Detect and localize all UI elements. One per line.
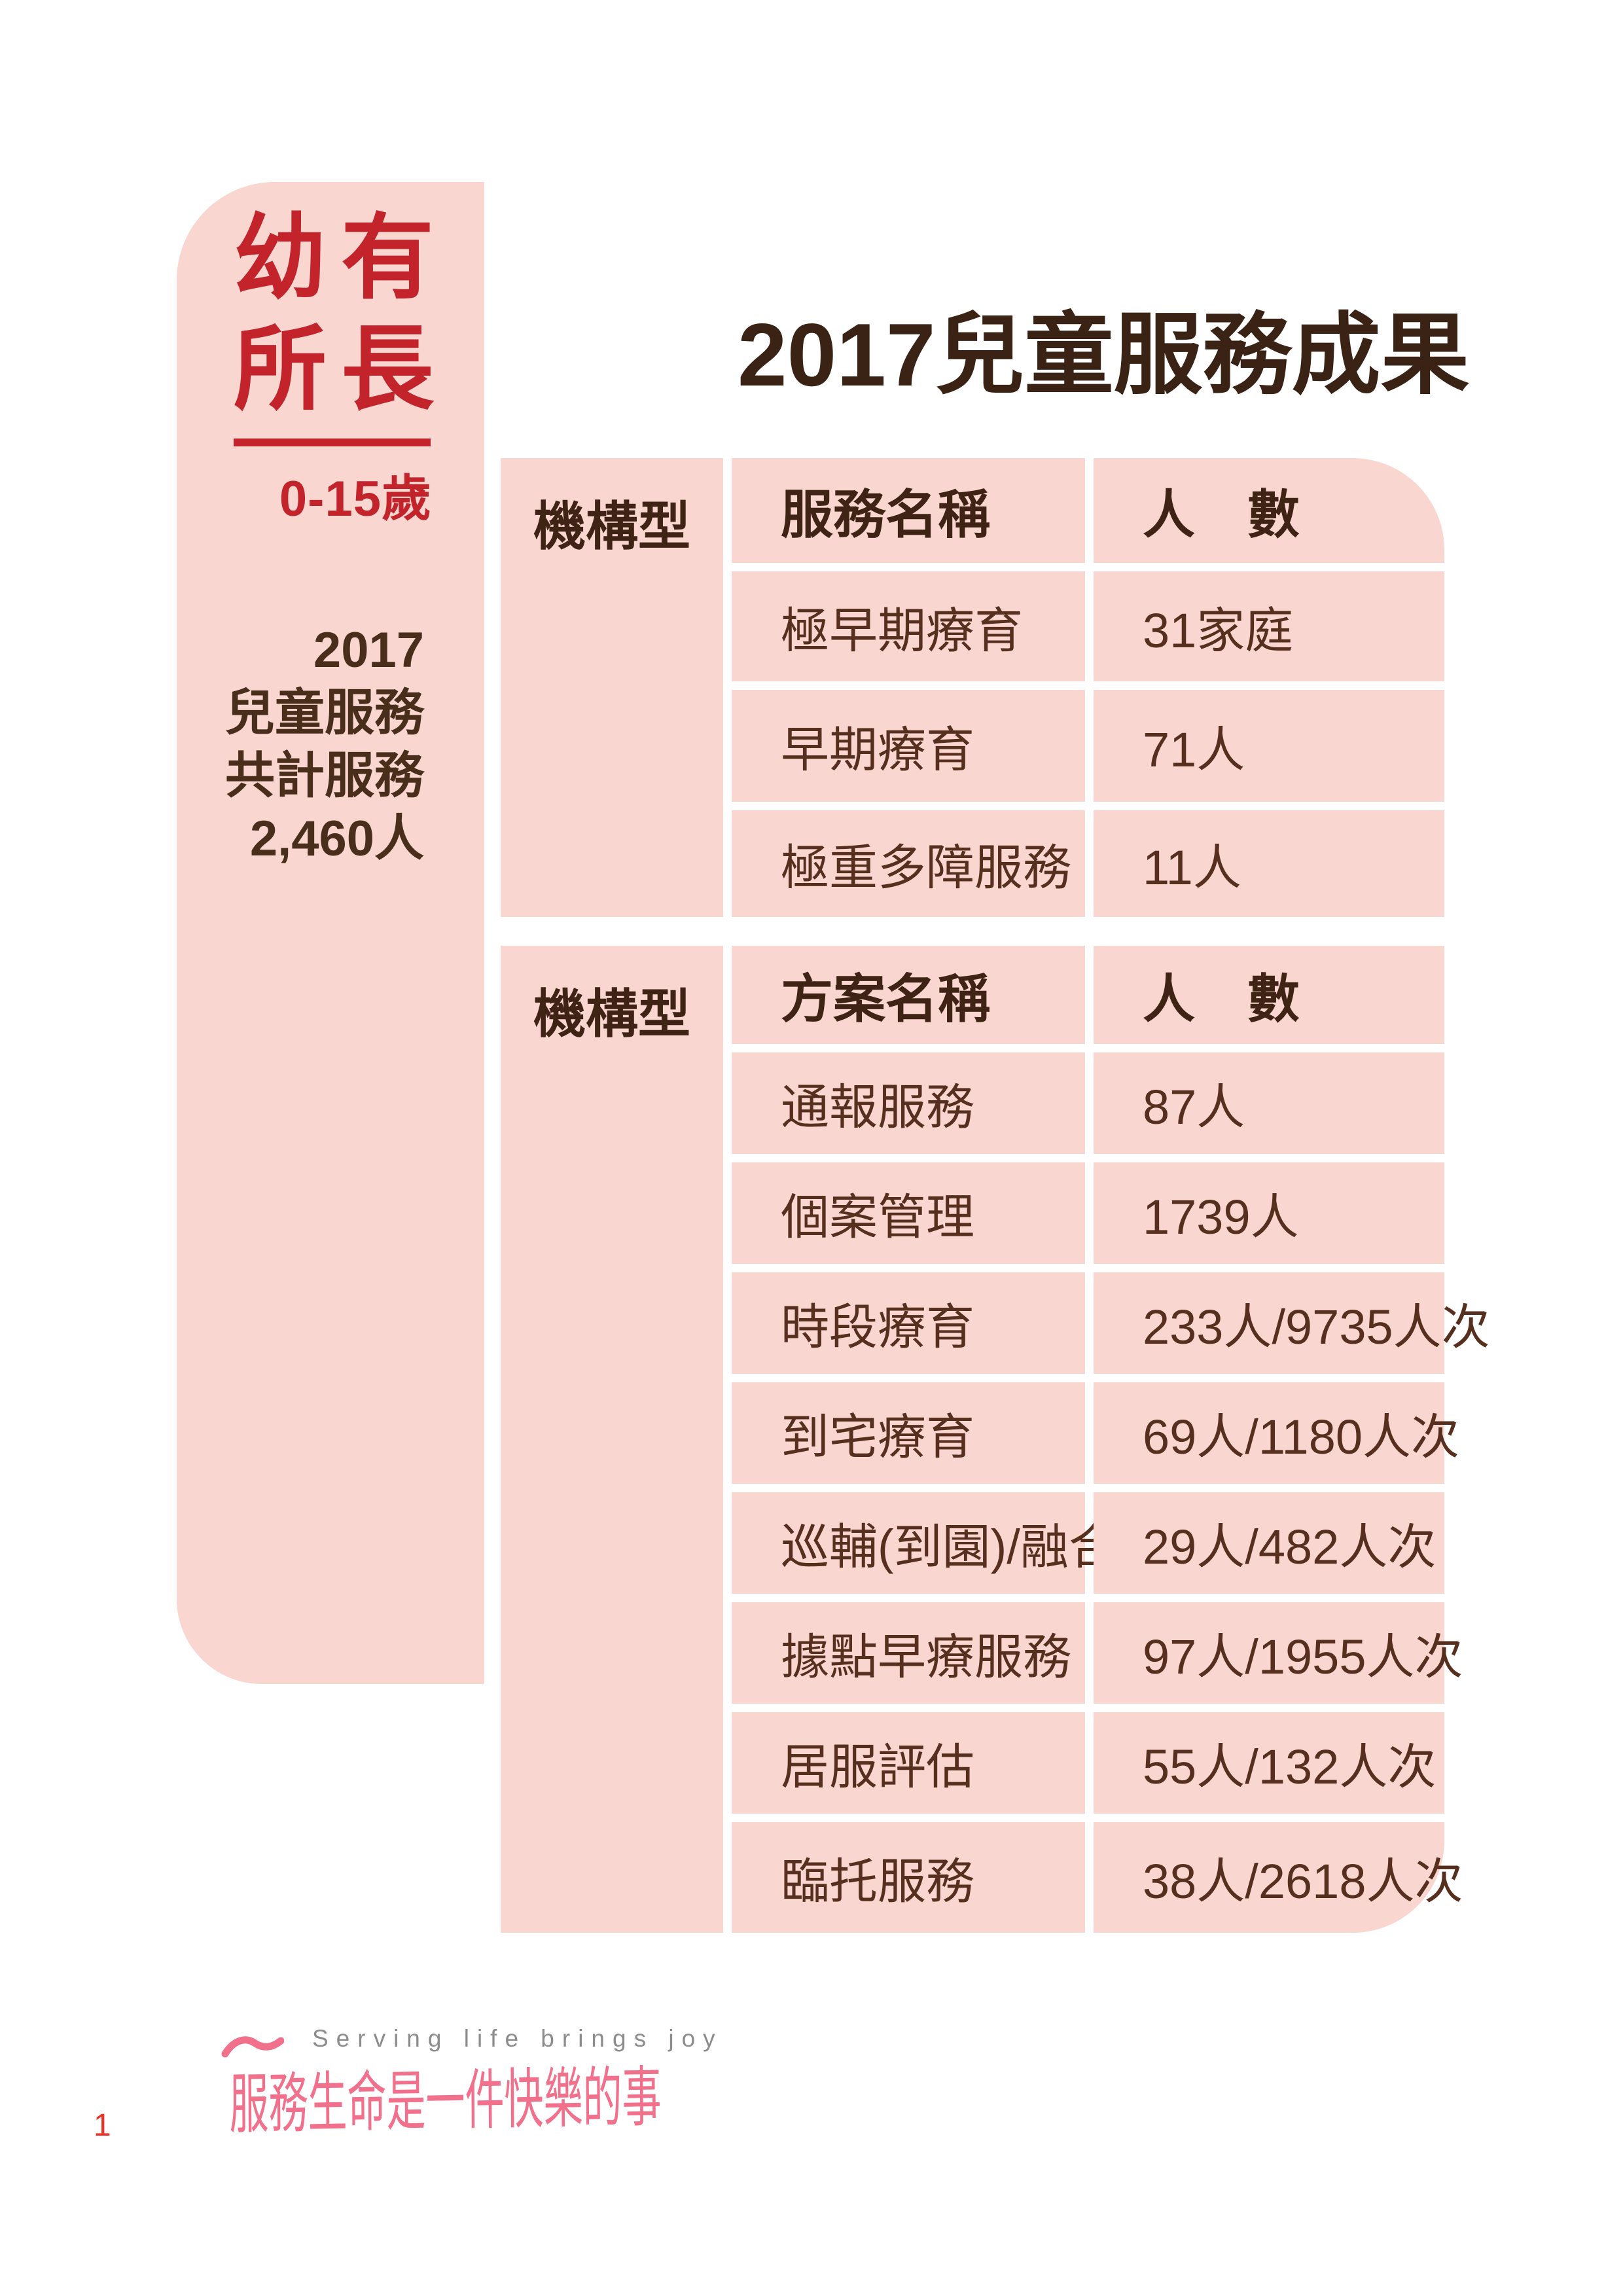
table-cell-count: 11人: [1094, 810, 1444, 917]
table-cell-count: 233人/9735人次: [1094, 1272, 1490, 1374]
footer-slogan-chinese: 服務生命是一件快樂的事: [229, 2060, 662, 2142]
table-cell-count: 31家庭: [1094, 571, 1444, 681]
table-cell-count: 87人: [1094, 1052, 1444, 1154]
sidebar-title-line1: 幼有: [234, 206, 448, 310]
column-header-count: 人 數: [1094, 458, 1444, 563]
page-number: 1: [94, 2108, 111, 2143]
table-cell-program-name: 時段療育: [732, 1272, 1085, 1374]
table-cell-count: 69人/1180人次: [1094, 1382, 1459, 1484]
table-cell-service-name: 早期療育: [732, 690, 1085, 802]
table-cell-program-name: 臨托服務: [732, 1822, 1085, 1933]
sidebar-panel: 幼有 所長 0-15歲 2017 兒童服務 共計服務 2,460人: [177, 182, 484, 1684]
summary-line-total: 2,460人: [249, 811, 424, 867]
table-cell-service-name: 極早期療育: [732, 571, 1085, 681]
table-cell-count: 38人/2618人次: [1094, 1822, 1463, 1933]
column-header-program-name: 方案名稱: [732, 946, 1085, 1044]
summary-line: 共計服務: [225, 748, 424, 804]
table-cell-program-name: 據點早療服務: [732, 1602, 1085, 1704]
footer-slogan-english: Serving life brings joy: [312, 2025, 723, 2052]
row-header-cell: 機構型: [501, 458, 723, 917]
table-cell-count: 55人/132人次: [1094, 1712, 1444, 1814]
column-header-service-name: 服務名稱: [732, 458, 1085, 563]
table-cell-program-name: 個案管理: [732, 1162, 1085, 1264]
column-header-count: 人 數: [1094, 946, 1444, 1044]
table-cell-program-name: 巡輔(到園)/融合: [732, 1492, 1117, 1594]
row-header-cell: 機構型: [501, 946, 723, 1933]
table-cell-count: 71人: [1094, 690, 1444, 802]
squiggle-stroke-icon: [221, 2036, 284, 2058]
table-section-1: 機構型 服務名稱 人 數 極早期療育 31家庭 早期療育 71人 極重多障服務 …: [501, 458, 1444, 917]
table-cell-count: 1739人: [1094, 1162, 1444, 1264]
summary-line: 兒童服務: [225, 685, 424, 741]
service-total-summary: 2017 兒童服務 共計服務 2,460人: [225, 619, 424, 870]
table-cell-program-name: 居服評估: [732, 1712, 1085, 1814]
table-section-2: 機構型 方案名稱 人 數 通報服務 87人 個案管理 1739人 時段療育 23…: [501, 946, 1490, 1933]
sidebar-title-line2: 所長: [234, 317, 448, 422]
table-cell-count: 29人/482人次: [1094, 1492, 1444, 1594]
summary-line-year: 2017: [313, 622, 424, 678]
table-cell-service-name: 極重多障服務: [732, 810, 1085, 917]
table-cell-count: 97人/1955人次: [1094, 1602, 1463, 1704]
sidebar-title: 幼有 所長: [234, 203, 448, 425]
page-title: 2017兒童服務成果: [738, 305, 1470, 404]
age-range-label: 0-15歲: [279, 471, 432, 527]
title-underline: [234, 439, 431, 446]
table-cell-program-name: 到宅療育: [732, 1382, 1085, 1484]
table-cell-program-name: 通報服務: [732, 1052, 1085, 1154]
